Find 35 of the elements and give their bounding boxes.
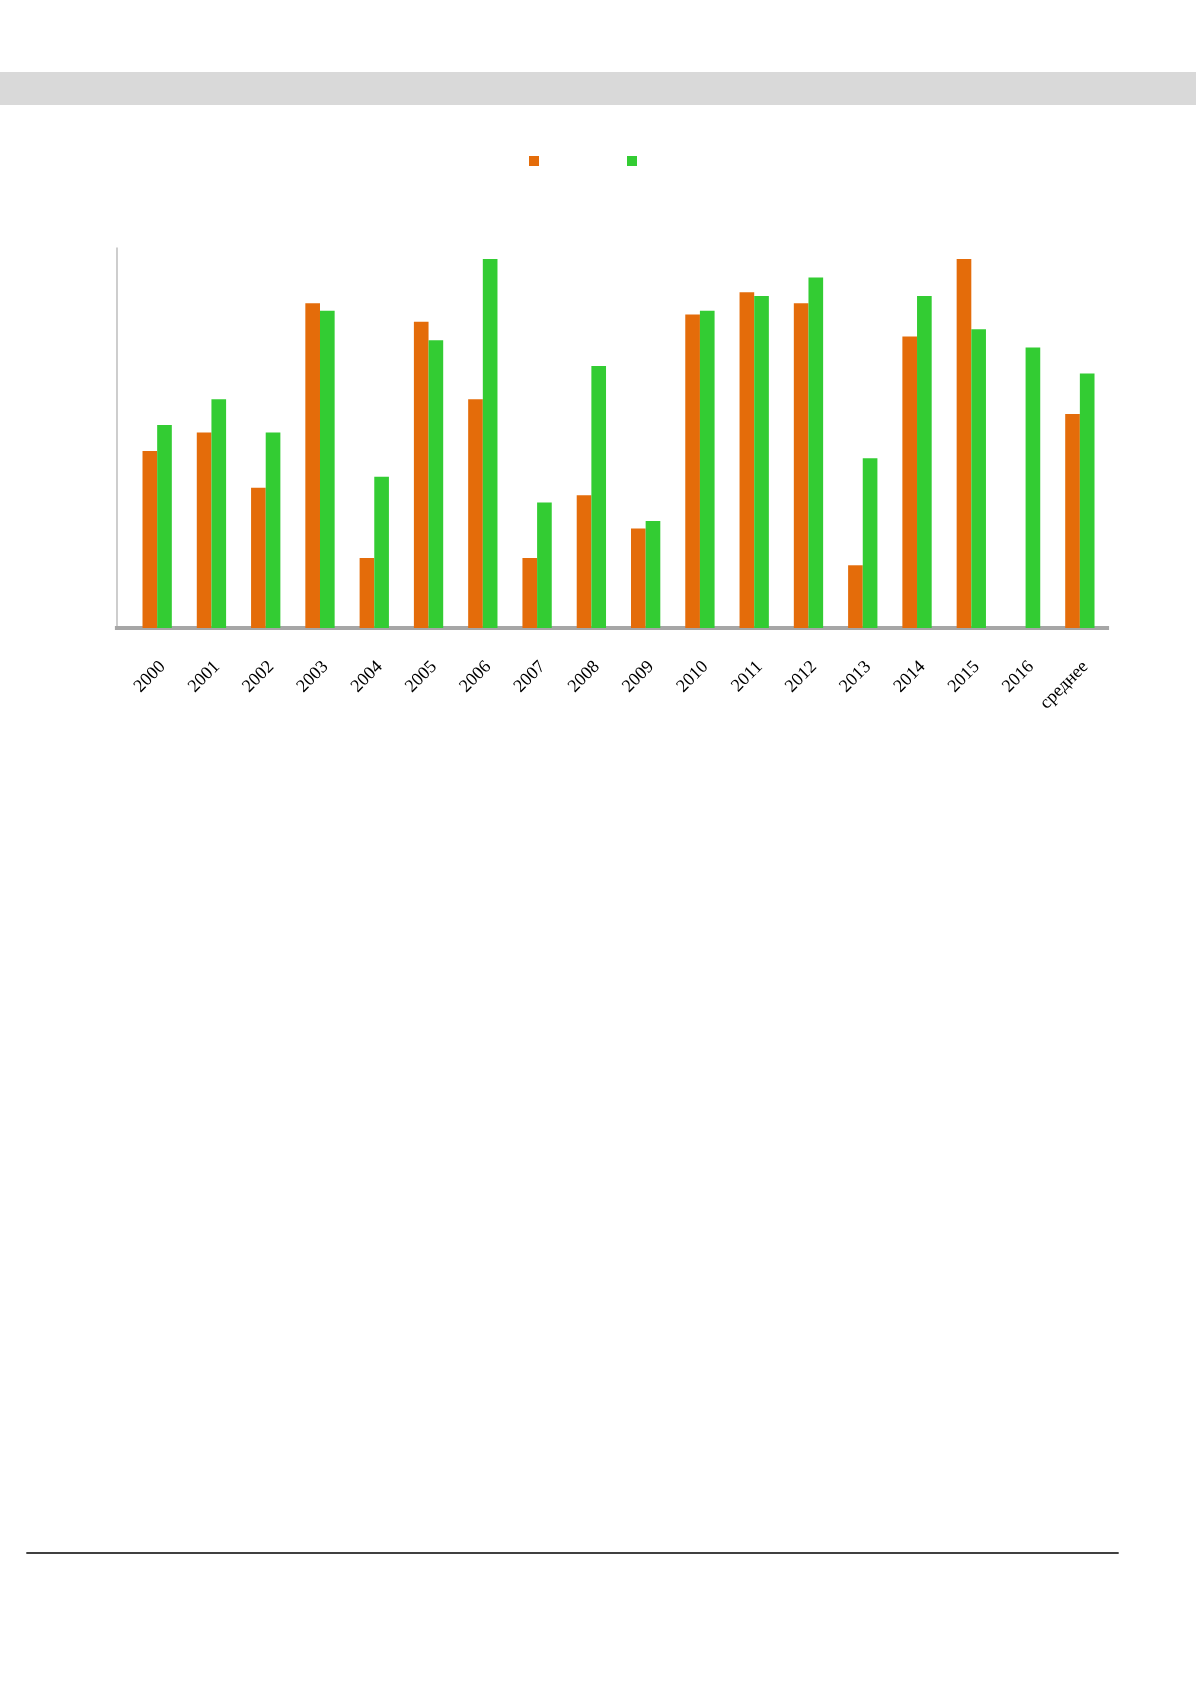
bar: [374, 476, 389, 628]
bar: [971, 329, 986, 628]
bar: [251, 487, 266, 628]
bar: [1025, 347, 1041, 628]
bar: [576, 495, 592, 628]
bar: [468, 399, 483, 628]
bar: [265, 432, 281, 628]
bar: [482, 259, 498, 628]
bar: [699, 310, 715, 628]
bar: [537, 502, 552, 628]
bar: [917, 295, 932, 628]
bar: [359, 557, 375, 628]
bar: [902, 336, 918, 628]
bar: [808, 277, 824, 628]
bar: [793, 303, 809, 628]
bar: [591, 366, 607, 628]
bar: [1079, 373, 1095, 628]
bar: [848, 565, 863, 628]
bar: [305, 303, 320, 628]
bar: [739, 292, 755, 628]
bar: [196, 432, 212, 628]
bar: [685, 314, 700, 628]
bar: [413, 321, 429, 628]
bar: [754, 295, 769, 628]
bar: [211, 399, 227, 628]
bar: [428, 340, 444, 628]
bar: [956, 259, 972, 628]
bar: [862, 458, 878, 628]
bar: [142, 450, 158, 628]
bar: [319, 310, 335, 628]
bar: [645, 521, 661, 628]
bar: [1065, 414, 1080, 628]
bar: [522, 557, 538, 628]
bar: [631, 528, 646, 628]
bar: [157, 425, 172, 628]
